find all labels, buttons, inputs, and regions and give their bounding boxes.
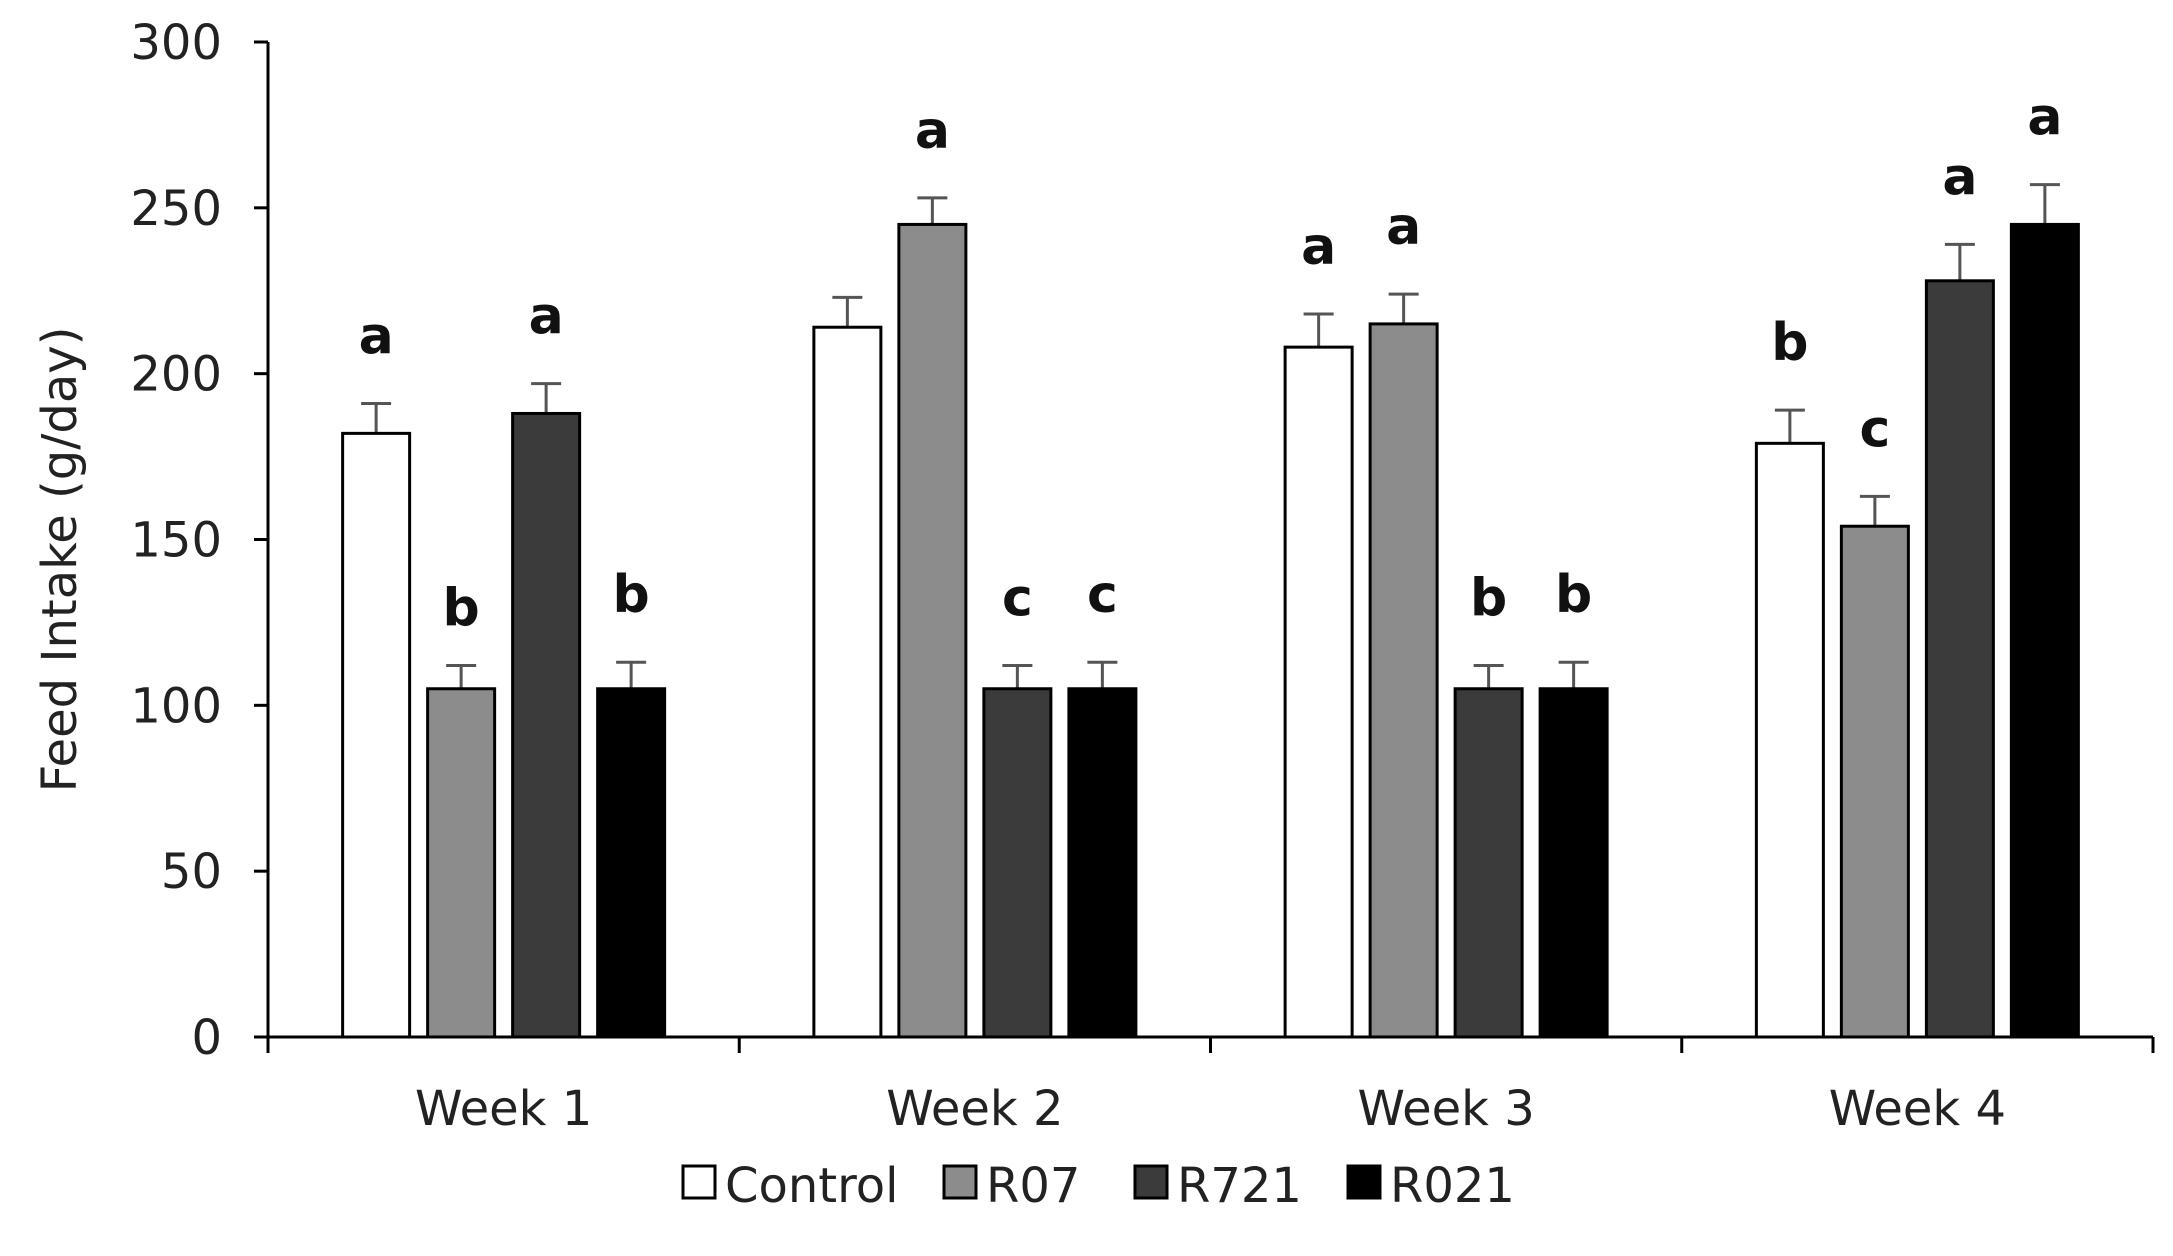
x-category-label: Week 4 [1829, 1081, 2006, 1137]
legend-swatch-control [681, 1164, 717, 1200]
legend-label-r07: R07 [986, 1158, 1080, 1214]
significance-letter: a [529, 287, 564, 347]
bar-control-1 [341, 431, 412, 1039]
y-tick-label: 150 [130, 513, 222, 569]
significance-letter: a [1942, 147, 1977, 207]
legend-swatch-r07 [942, 1164, 978, 1200]
significance-letter: a [1301, 217, 1336, 277]
y-tick-label: 300 [130, 15, 222, 71]
significance-letter: a [2027, 88, 2062, 148]
bar-r07-2 [897, 222, 968, 1039]
y-axis-title: Feed Intake (g/day) [32, 327, 88, 793]
significance-letter: c [1859, 399, 1890, 459]
significance-letter: b [1771, 313, 1808, 373]
significance-letter: b [443, 579, 480, 639]
legend: Control R07 R721 R021 [681, 1158, 1515, 1214]
y-tick-label: 0 [191, 1010, 222, 1066]
bar-r07-4 [1839, 524, 1910, 1039]
bar-control-2 [812, 325, 883, 1039]
significance-letter: b [613, 565, 650, 625]
legend-label-r021: R021 [1390, 1158, 1515, 1214]
y-tick-label: 50 [161, 844, 222, 900]
significance-letter: c [1002, 569, 1033, 629]
significance-letter: a [915, 101, 950, 161]
x-category-label: Week 1 [415, 1081, 592, 1137]
bar-r07-3 [1368, 322, 1439, 1039]
bar-control-4 [1754, 441, 1825, 1039]
bar-r07-1 [426, 687, 497, 1039]
legend-swatch-r021 [1346, 1164, 1382, 1200]
significance-letter: b [1470, 569, 1507, 629]
bar-r021-4 [2009, 222, 2080, 1039]
significance-letter: b [1555, 565, 1592, 625]
bar-r721-1 [511, 411, 582, 1039]
bar-r721-2 [982, 687, 1053, 1039]
legend-label-control: Control [725, 1158, 899, 1214]
significance-letter: a [359, 307, 394, 367]
bar-r721-4 [1924, 279, 1995, 1039]
bar-r021-1 [596, 687, 667, 1039]
y-tick-label: 250 [130, 181, 222, 237]
y-tick-label: 100 [130, 678, 222, 734]
y-tick-label: 200 [130, 347, 222, 403]
bar-r721-3 [1453, 687, 1524, 1039]
bar-control-3 [1283, 345, 1354, 1039]
x-category-label: Week 2 [886, 1081, 1063, 1137]
bar-r021-3 [1538, 687, 1609, 1039]
x-category-label: Week 3 [1357, 1081, 1534, 1137]
plot-area: 0 50 100 150 200 250 300 Feed Intake (g/day) Wee… [32, 15, 2155, 1137]
significance-letter: c [1087, 565, 1118, 625]
significance-letter: a [1386, 197, 1421, 257]
legend-label-r721: R721 [1177, 1158, 1302, 1214]
bar-r021-2 [1067, 687, 1138, 1039]
legend-swatch-r721 [1133, 1164, 1169, 1200]
